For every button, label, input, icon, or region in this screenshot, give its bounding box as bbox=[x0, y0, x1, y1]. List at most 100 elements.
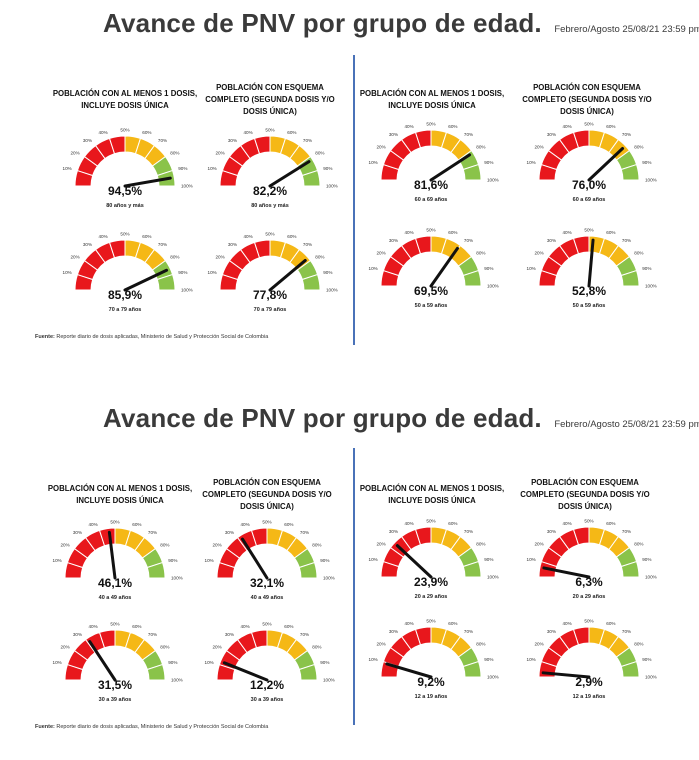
gauge-needle bbox=[240, 537, 269, 580]
gauge-segment bbox=[620, 560, 640, 578]
gauge-segment bbox=[462, 660, 482, 678]
gauge-needle bbox=[123, 268, 169, 292]
gauge-segment bbox=[146, 663, 166, 681]
gauge-dial: 10% 20% 30% 40% 50% 60% 70% 80% 90% 100% bbox=[527, 228, 657, 289]
gauge-chart: 10% 20% 30% 40% 50% 60% 70% 80% 90% 100% 94,5% 80 a… bbox=[60, 128, 193, 228]
gauge-tick-label: 10% bbox=[205, 558, 214, 563]
gauge-value: 23,9% bbox=[413, 575, 449, 589]
gauge-tick-label: 70% bbox=[148, 632, 157, 637]
gauge-tick-label: 90% bbox=[484, 266, 493, 271]
gauge-tick-label: 60% bbox=[606, 124, 615, 129]
gauge-chart: 10% 20% 30% 40% 50% 60% 70% 80% 90% 100% 77,8% 70 a… bbox=[205, 232, 338, 332]
gauge-chart: 10% 20% 30% 40% 50% 60% 70% 80% 90% 100% 76,0% 60 a… bbox=[524, 122, 657, 222]
gauge-age-group: 70 a 79 años bbox=[108, 307, 142, 313]
source-label: Fuente: bbox=[35, 724, 55, 730]
panel-date: Febrero/Agosto 25/08/21 23:59 pm bbox=[554, 24, 699, 35]
gauge-tick-label: 50% bbox=[110, 520, 119, 525]
gauge-tick-label: 40% bbox=[243, 130, 252, 135]
source-label: Fuente: bbox=[35, 334, 55, 340]
gauge-tick-label: 100% bbox=[323, 576, 335, 581]
gauge-chart: 10% 20% 30% 40% 50% 60% 70% 80% 90% 100% 82,2% 80 a… bbox=[205, 128, 338, 228]
gauge-tick-label: 20% bbox=[212, 645, 221, 650]
gauge-tick-label: 100% bbox=[171, 576, 183, 581]
gauge-tick-label: 40% bbox=[240, 624, 249, 629]
gauge-tick-label: 50% bbox=[584, 519, 593, 524]
gauge-value: 12,2% bbox=[249, 678, 285, 692]
gauge-tick-label: 30% bbox=[73, 632, 82, 637]
gauge-tick-label: 20% bbox=[376, 251, 385, 256]
gauge-tick-label: 90% bbox=[178, 166, 187, 171]
gauge-age-group: 30 a 39 años bbox=[250, 697, 284, 703]
gauge-tick-label: 80% bbox=[312, 645, 321, 650]
gauge-value: 9,2% bbox=[417, 675, 445, 689]
gauge-tick-label: 90% bbox=[168, 660, 177, 665]
gauge-tick-label: 50% bbox=[584, 228, 593, 233]
gauge-tick-label: 30% bbox=[547, 238, 556, 243]
gauge-dial: 10% 20% 30% 40% 50% 60% 70% 80% 90% 100% bbox=[205, 520, 335, 581]
column-header-dose1-right: POBLACIÓN CON AL MENOS 1 DOSIS, INCLUYE … bbox=[359, 484, 505, 505]
gauge-value: 6,3% bbox=[575, 575, 603, 589]
gauge-dial: 10% 20% 30% 40% 50% 60% 70% 80% 90% 100% bbox=[369, 228, 499, 289]
gauge-tick-label: 10% bbox=[205, 660, 214, 665]
gauge-dial: 10% 20% 30% 40% 50% 60% 70% 80% 90% 100% bbox=[369, 519, 499, 580]
gauge-tick-label: 70% bbox=[464, 529, 473, 534]
gauge-value: 77,8% bbox=[252, 288, 288, 302]
column-header-complete-left: POBLACIÓN CON ESQUEMA COMPLETO (SEGUNDA … bbox=[205, 83, 335, 116]
gauge-chart: 10% 20% 30% 40% 50% 60% 70% 80% 90% 100% 23,9% 20 a… bbox=[366, 519, 499, 619]
gauge-tick-label: 60% bbox=[287, 234, 296, 239]
panel-title-row: Avance de PNV por grupo de edad. Febrero… bbox=[103, 8, 699, 39]
gauge-segment bbox=[462, 560, 482, 578]
gauge-tick-label: 40% bbox=[243, 234, 252, 239]
gauge-dial: 10% 20% 30% 40% 50% 60% 70% 80% 90% 100% bbox=[63, 128, 193, 189]
gauge-tick-label: 40% bbox=[562, 621, 571, 626]
gauge-tick-label: 100% bbox=[326, 288, 338, 293]
gauge-tick-label: 70% bbox=[303, 138, 312, 143]
gauge-tick-label: 10% bbox=[527, 557, 536, 562]
gauge-dial: 10% 20% 30% 40% 50% 60% 70% 80% 90% 100% bbox=[53, 520, 183, 581]
gauge-tick-label: 10% bbox=[63, 270, 72, 275]
source-text: Reporte diario de dosis aplicadas, Minis… bbox=[56, 334, 269, 340]
gauge-tick-label: 60% bbox=[284, 522, 293, 527]
gauge-tick-label: 50% bbox=[120, 128, 129, 133]
gauge-age-group: 50 a 59 años bbox=[414, 303, 448, 309]
gauge-tick-label: 20% bbox=[534, 145, 543, 150]
gauge-value: 76,0% bbox=[571, 178, 607, 192]
gauge-tick-label: 30% bbox=[547, 629, 556, 634]
gauge-tick-label: 90% bbox=[320, 660, 329, 665]
gauge-chart: 10% 20% 30% 40% 50% 60% 70% 80% 90% 100% 31,5% 30 a… bbox=[50, 622, 183, 722]
gauge-tick-label: 20% bbox=[534, 642, 543, 647]
gauge-tick-label: 80% bbox=[476, 251, 485, 256]
gauge-chart: 10% 20% 30% 40% 50% 60% 70% 80% 90% 100% 85,9% 70 a… bbox=[60, 232, 193, 332]
gauge-tick-label: 60% bbox=[448, 521, 457, 526]
gauge-tick-label: 100% bbox=[323, 678, 335, 683]
gauge-dial: 10% 20% 30% 40% 50% 60% 70% 80% 90% 100% bbox=[527, 519, 657, 580]
gauge-value: 32,1% bbox=[249, 576, 285, 590]
gauge-tick-label: 30% bbox=[225, 632, 234, 637]
gauge-age-group: 20 a 29 años bbox=[414, 594, 448, 600]
gauge-tick-label: 70% bbox=[464, 238, 473, 243]
column-header-complete-right: POBLACIÓN CON ESQUEMA COMPLETO (SEGUNDA … bbox=[522, 83, 652, 116]
gauge-tick-label: 70% bbox=[464, 629, 473, 634]
gauge-segment bbox=[301, 273, 321, 291]
gauge-needle bbox=[541, 671, 591, 679]
gauge-tick-label: 40% bbox=[88, 522, 97, 527]
gauge-tick-label: 30% bbox=[83, 138, 92, 143]
gauge-tick-label: 80% bbox=[634, 642, 643, 647]
gauge-tick-label: 40% bbox=[562, 124, 571, 129]
gauge-age-group: 12 a 19 años bbox=[414, 694, 448, 700]
gauge-tick-label: 40% bbox=[404, 124, 413, 129]
gauge-tick-label: 90% bbox=[178, 270, 187, 275]
source-text: Reporte diario de dosis aplicadas, Minis… bbox=[56, 724, 269, 730]
gauge-value: 94,5% bbox=[107, 184, 143, 198]
gauge-age-group: 40 a 49 años bbox=[250, 595, 284, 601]
gauge-tick-label: 60% bbox=[448, 230, 457, 235]
gauge-needle bbox=[222, 661, 269, 682]
gauge-tick-label: 70% bbox=[622, 238, 631, 243]
gauge-needle bbox=[587, 238, 595, 288]
gauge-tick-label: 60% bbox=[606, 521, 615, 526]
gauge-tick-label: 90% bbox=[642, 266, 651, 271]
gauge-tick-label: 40% bbox=[240, 522, 249, 527]
gauge-tick-label: 50% bbox=[265, 128, 274, 133]
gauge-segment bbox=[298, 561, 318, 579]
gauge-tick-label: 90% bbox=[484, 160, 493, 165]
